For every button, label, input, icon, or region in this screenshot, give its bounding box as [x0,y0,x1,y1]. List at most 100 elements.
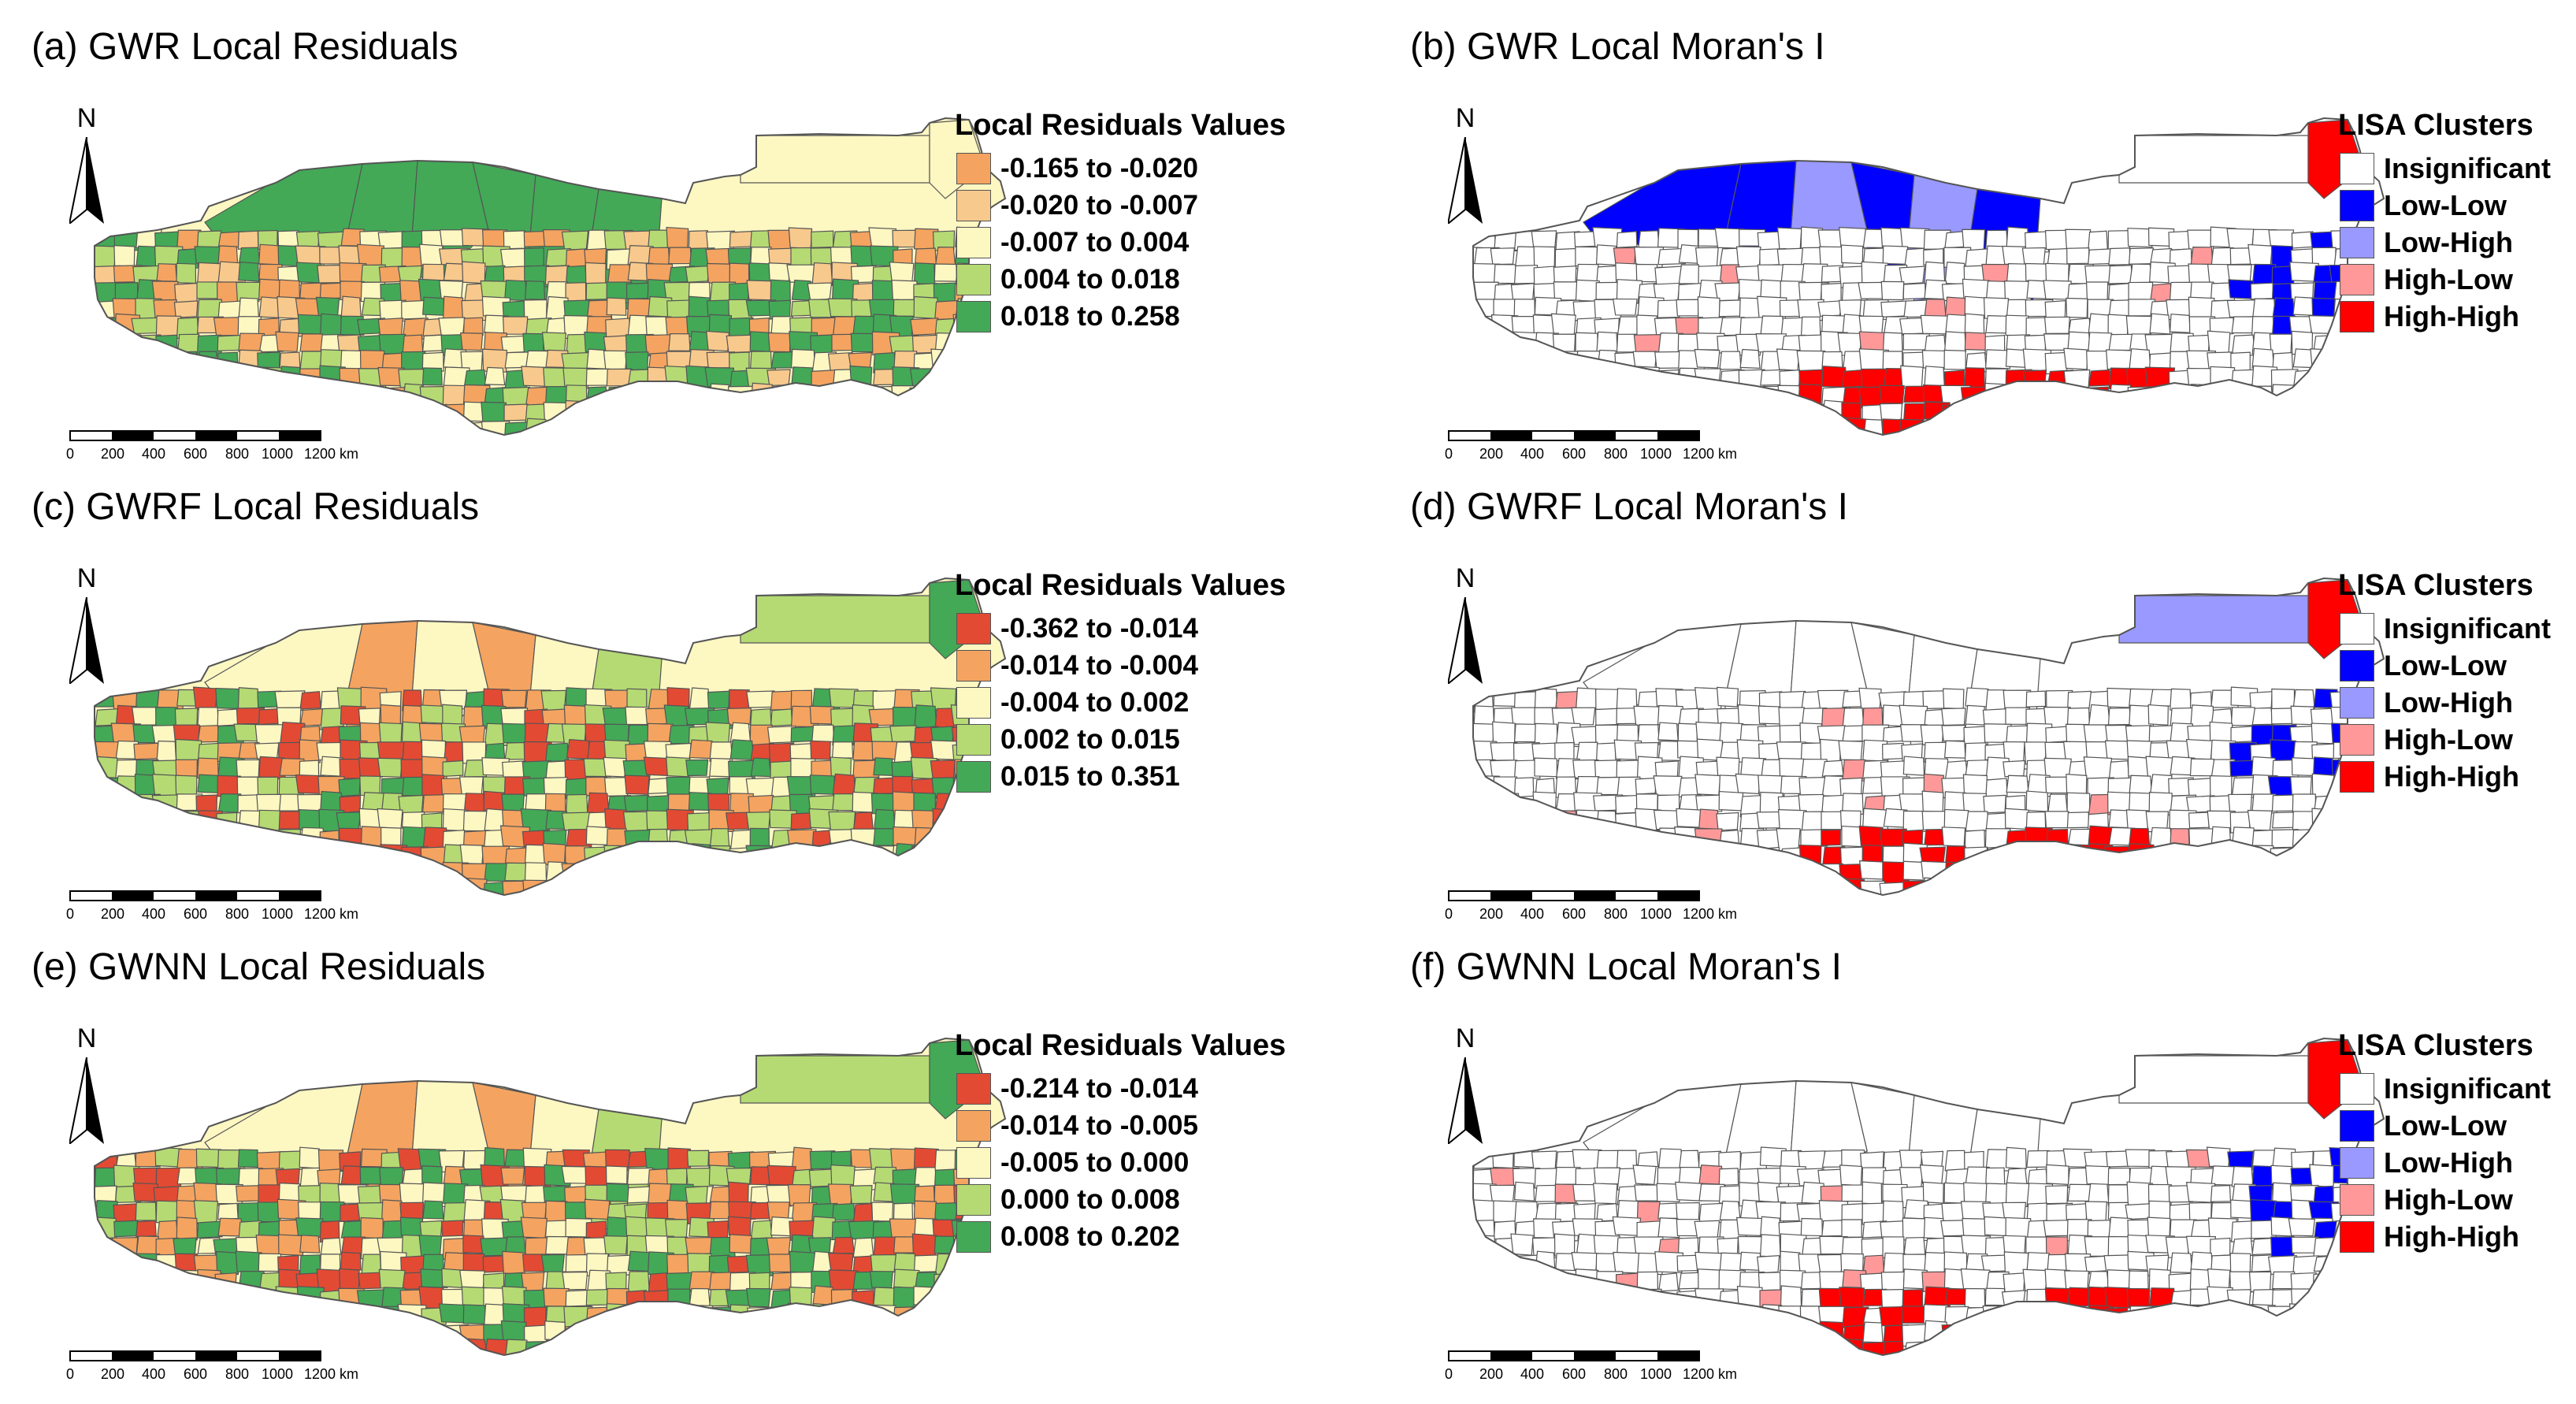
district [1695,1306,1724,1328]
district [1941,1324,1965,1343]
district [566,439,587,459]
district [520,1216,548,1239]
district [1964,313,1985,336]
district [726,708,752,726]
district [726,419,756,435]
district [95,369,124,390]
legend-swatch [2340,301,2374,332]
legend-item: -0.020 to -0.007 [955,182,1317,221]
district [295,1217,324,1239]
district [2210,1185,2232,1202]
district [1798,403,1826,425]
district [2230,864,2256,883]
district [1962,1322,1990,1342]
district [648,436,672,460]
district [645,899,670,916]
legend-item: High-Low [2338,1176,2576,1216]
district [296,1286,325,1312]
district [1739,348,1761,370]
district [2207,862,2231,880]
district [2006,1168,2028,1185]
district [1509,369,1536,389]
district [2003,898,2029,919]
district [463,1338,488,1355]
district [606,1339,632,1355]
district [605,1272,627,1291]
district [1760,1322,1787,1340]
district [1801,877,1828,895]
district [504,741,528,760]
district [176,1306,203,1324]
north-arrow-icon [69,1057,104,1144]
scale-ticks: 0 200 400 600 800 1000 1200 km [63,1366,358,1385]
district [791,1339,815,1355]
district [914,861,941,884]
legend-item: Low-High [2338,219,2576,258]
district [2251,403,2274,422]
district [1612,1216,1642,1236]
district [894,438,921,455]
district [726,861,756,886]
map-gwr-residuals [94,117,1007,436]
legend-label: 0.015 to 0.351 [1000,761,1180,792]
district [934,436,956,455]
district [1924,299,1947,318]
legend-swatch [956,301,991,332]
district [115,809,141,834]
district [2064,1253,2092,1275]
district [623,794,650,812]
district [443,879,466,895]
district [1552,1289,1576,1310]
district [607,898,633,917]
district [258,296,280,318]
district [540,1254,566,1273]
district [1760,1234,1781,1258]
district [606,297,627,316]
district [1817,1254,1844,1273]
district [176,860,204,880]
legend-swatch [2340,687,2374,719]
district [340,1251,362,1271]
district [1965,760,1990,777]
legend: LISA Clusters Insignificant Low-Low Low-… [2338,566,2576,793]
district [421,436,444,459]
district [2290,705,2314,726]
district [192,826,225,852]
district [786,844,814,866]
district [196,230,223,249]
scale-tick: 600 [184,446,208,462]
district [135,1220,157,1238]
district [2231,1340,2255,1355]
district [2104,1287,2130,1309]
district [952,843,975,867]
scale-tick: 400 [142,906,166,922]
district [1982,1305,2013,1323]
scale-tick: 200 [1479,1366,1504,1382]
district [869,880,894,895]
district [689,687,711,711]
panel-title: (c) GWRF Local Residuals [32,486,480,528]
district [668,247,692,265]
district [2311,386,2339,405]
district [1698,385,1722,406]
district [2370,1287,2384,1310]
district [2129,263,2153,286]
district [1633,705,1661,726]
district [767,897,789,916]
district [299,351,324,370]
district [1694,774,1721,796]
legend-item: Low-Low [2338,1102,2576,1142]
district [890,1324,917,1346]
district [687,404,709,423]
district [2005,420,2033,435]
district [871,1202,894,1222]
district [318,846,344,868]
district [2334,900,2357,919]
district [934,263,957,282]
district [2230,403,2253,426]
district [1490,842,1515,864]
legend-item: 0.015 to 0.351 [955,753,1317,793]
district [213,317,241,336]
district [2189,864,2214,882]
district [1840,244,1864,265]
